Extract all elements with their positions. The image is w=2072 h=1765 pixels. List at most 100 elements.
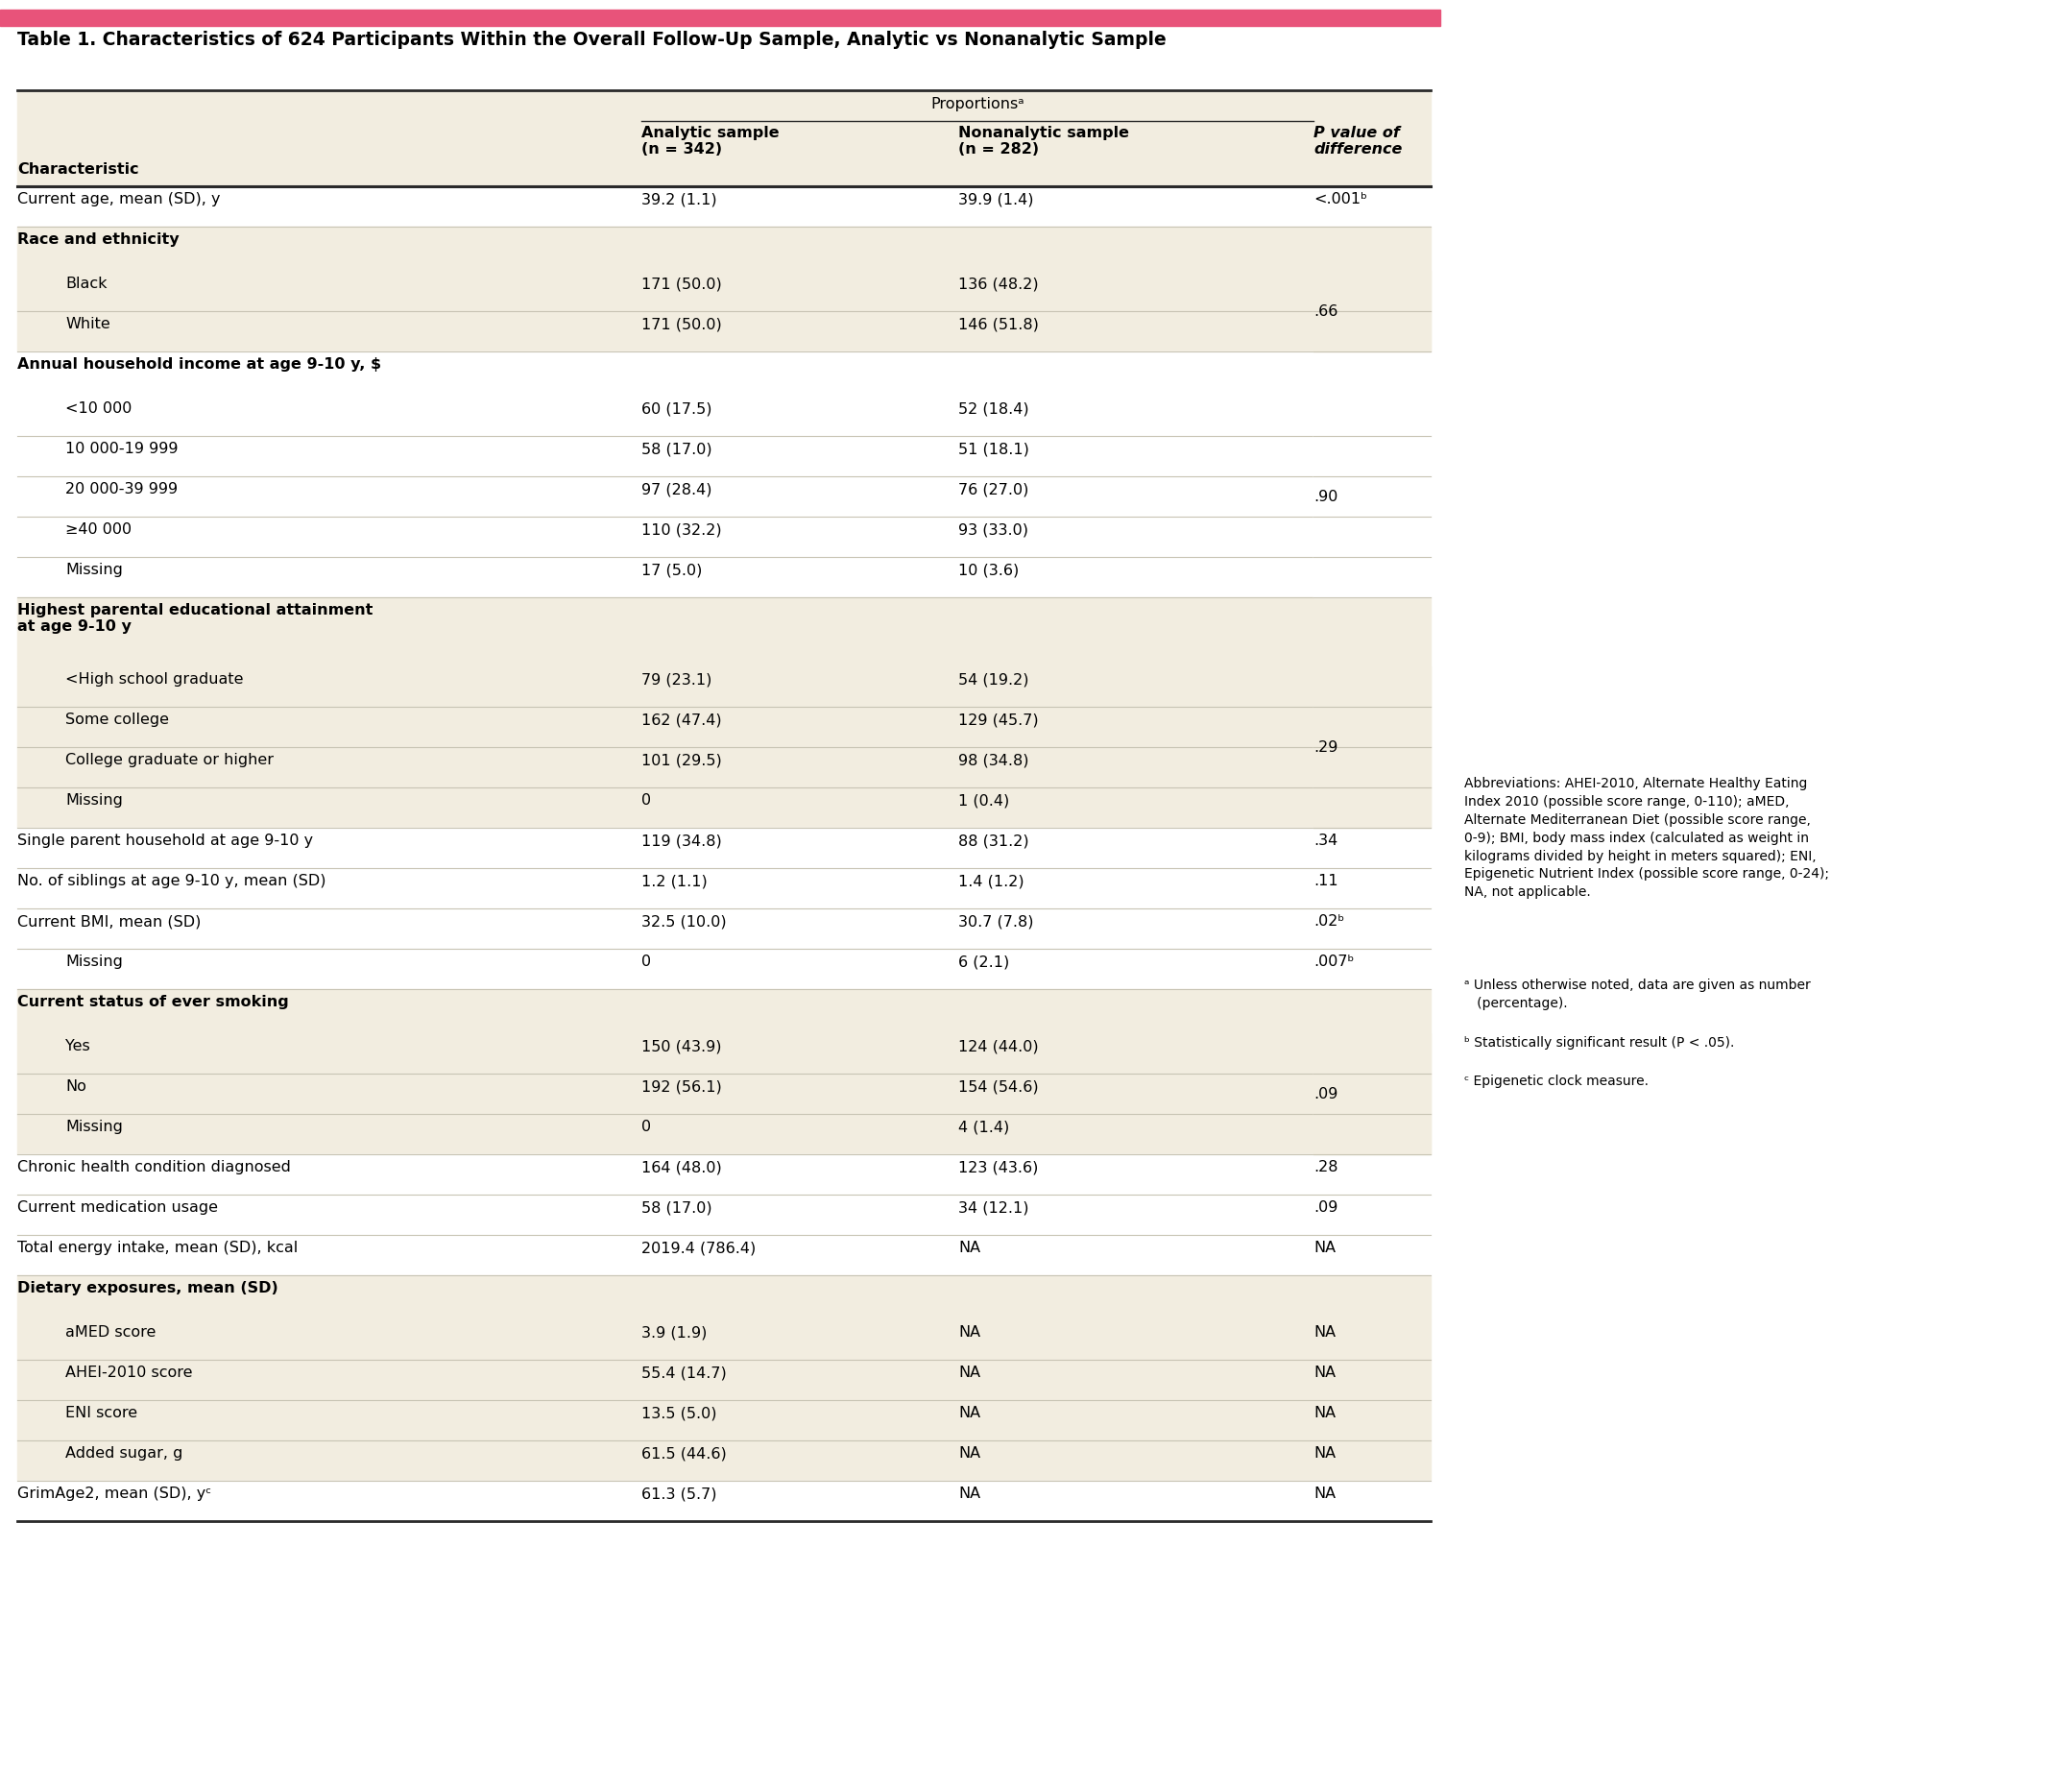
Text: Current age, mean (SD), y: Current age, mean (SD), y xyxy=(17,192,220,207)
Text: .90: .90 xyxy=(1314,489,1339,503)
Text: NA: NA xyxy=(957,1241,980,1255)
Bar xyxy=(17,1359,1430,1400)
Bar xyxy=(17,1276,1430,1320)
Text: Total energy intake, mean (SD), kcal: Total energy intake, mean (SD), kcal xyxy=(17,1241,298,1255)
Text: 3.9 (1.9): 3.9 (1.9) xyxy=(642,1326,707,1340)
Text: White: White xyxy=(66,318,110,332)
Text: P value of
difference: P value of difference xyxy=(1314,125,1403,157)
Text: Characteristic: Characteristic xyxy=(17,162,139,177)
Bar xyxy=(17,90,1430,187)
Text: 17 (5.0): 17 (5.0) xyxy=(642,563,702,577)
Text: College graduate or higher: College graduate or higher xyxy=(66,754,274,768)
Bar xyxy=(1314,1073,1430,1114)
Bar xyxy=(17,351,1430,395)
Text: 119 (34.8): 119 (34.8) xyxy=(642,833,721,847)
Text: Nonanalytic sample
(n = 282): Nonanalytic sample (n = 282) xyxy=(957,125,1129,157)
Text: .11: .11 xyxy=(1314,874,1339,888)
Text: 1 (0.4): 1 (0.4) xyxy=(957,792,1009,808)
Text: 60 (17.5): 60 (17.5) xyxy=(642,401,713,417)
Text: 1.2 (1.1): 1.2 (1.1) xyxy=(642,874,707,888)
Bar xyxy=(1314,395,1430,436)
Bar xyxy=(17,1154,1430,1195)
Text: ᵃ Unless otherwise noted, data are given as number
   (percentage).: ᵃ Unless otherwise noted, data are given… xyxy=(1465,978,1811,1010)
Bar xyxy=(1314,706,1430,747)
Bar xyxy=(17,226,1430,270)
Text: 61.5 (44.6): 61.5 (44.6) xyxy=(642,1446,727,1461)
Bar xyxy=(1314,558,1430,597)
Text: ≥40 000: ≥40 000 xyxy=(66,522,133,537)
Bar xyxy=(17,988,1430,1033)
Bar xyxy=(1314,477,1430,517)
Text: <High school graduate: <High school graduate xyxy=(66,672,242,687)
Text: ᶜ Epigenetic clock measure.: ᶜ Epigenetic clock measure. xyxy=(1465,1075,1649,1087)
Bar xyxy=(17,1073,1430,1114)
Bar xyxy=(0,9,1440,26)
Text: 93 (33.0): 93 (33.0) xyxy=(957,522,1028,537)
Bar xyxy=(17,828,1430,868)
Text: 171 (50.0): 171 (50.0) xyxy=(642,277,721,291)
Bar xyxy=(17,950,1430,988)
Text: Table 1. Characteristics of 624 Participants Within the Overall Follow-Up Sample: Table 1. Characteristics of 624 Particip… xyxy=(17,30,1167,49)
Text: 10 (3.6): 10 (3.6) xyxy=(957,563,1019,577)
Bar xyxy=(1314,270,1430,311)
Bar xyxy=(17,1400,1430,1440)
Bar xyxy=(1314,1114,1430,1154)
Text: NA: NA xyxy=(1314,1366,1336,1380)
Text: 97 (28.4): 97 (28.4) xyxy=(642,482,713,496)
Bar xyxy=(17,1320,1430,1359)
Bar xyxy=(17,1236,1430,1276)
Text: 98 (34.8): 98 (34.8) xyxy=(957,754,1030,768)
Bar xyxy=(17,747,1430,787)
Text: NA: NA xyxy=(957,1407,980,1421)
Text: NA: NA xyxy=(957,1446,980,1461)
Text: 51 (18.1): 51 (18.1) xyxy=(957,441,1030,455)
Text: 76 (27.0): 76 (27.0) xyxy=(957,482,1028,496)
Bar xyxy=(17,1033,1430,1073)
Text: Current medication usage: Current medication usage xyxy=(17,1200,218,1214)
Text: 164 (48.0): 164 (48.0) xyxy=(642,1160,721,1174)
Bar xyxy=(1314,667,1430,706)
Text: .28: .28 xyxy=(1314,1160,1339,1174)
Bar xyxy=(17,1440,1430,1481)
Text: 54 (19.2): 54 (19.2) xyxy=(957,672,1030,687)
Text: NA: NA xyxy=(1314,1241,1336,1255)
Bar xyxy=(17,1195,1430,1236)
Bar xyxy=(17,597,1430,667)
Text: AHEI-2010 score: AHEI-2010 score xyxy=(66,1366,193,1380)
Text: 150 (43.9): 150 (43.9) xyxy=(642,1040,721,1054)
Bar xyxy=(17,558,1430,597)
Text: Current BMI, mean (SD): Current BMI, mean (SD) xyxy=(17,914,201,928)
Text: 0: 0 xyxy=(642,1119,651,1135)
Bar xyxy=(17,1114,1430,1154)
Bar xyxy=(17,787,1430,828)
Bar xyxy=(17,706,1430,747)
Text: 136 (48.2): 136 (48.2) xyxy=(957,277,1038,291)
Bar xyxy=(17,395,1430,436)
Text: Missing: Missing xyxy=(66,792,122,808)
Text: 171 (50.0): 171 (50.0) xyxy=(642,318,721,332)
Text: Missing: Missing xyxy=(66,955,122,969)
Bar xyxy=(1314,517,1430,558)
Bar xyxy=(1314,436,1430,477)
Text: 0: 0 xyxy=(642,955,651,969)
Text: .34: .34 xyxy=(1314,833,1339,847)
Text: 4 (1.4): 4 (1.4) xyxy=(957,1119,1009,1135)
Text: Chronic health condition diagnosed: Chronic health condition diagnosed xyxy=(17,1160,290,1174)
Text: 129 (45.7): 129 (45.7) xyxy=(957,713,1038,727)
Text: Highest parental educational attainment
at age 9-10 y: Highest parental educational attainment … xyxy=(17,604,373,634)
Text: 39.9 (1.4): 39.9 (1.4) xyxy=(957,192,1034,207)
Text: Missing: Missing xyxy=(66,563,122,577)
Text: .09: .09 xyxy=(1314,1087,1339,1101)
Text: ᵇ Statistically significant result (P < .05).: ᵇ Statistically significant result (P < … xyxy=(1465,1036,1734,1050)
Text: Yes: Yes xyxy=(66,1040,89,1054)
Bar xyxy=(1314,311,1430,351)
Text: 6 (2.1): 6 (2.1) xyxy=(957,955,1009,969)
Text: 34 (12.1): 34 (12.1) xyxy=(957,1200,1030,1214)
Text: 10 000-19 999: 10 000-19 999 xyxy=(66,441,178,455)
Text: .09: .09 xyxy=(1314,1200,1339,1214)
Text: 13.5 (5.0): 13.5 (5.0) xyxy=(642,1407,717,1421)
Text: 123 (43.6): 123 (43.6) xyxy=(957,1160,1038,1174)
Text: 30.7 (7.8): 30.7 (7.8) xyxy=(957,914,1034,928)
Text: <10 000: <10 000 xyxy=(66,401,133,417)
Text: NA: NA xyxy=(1314,1446,1336,1461)
